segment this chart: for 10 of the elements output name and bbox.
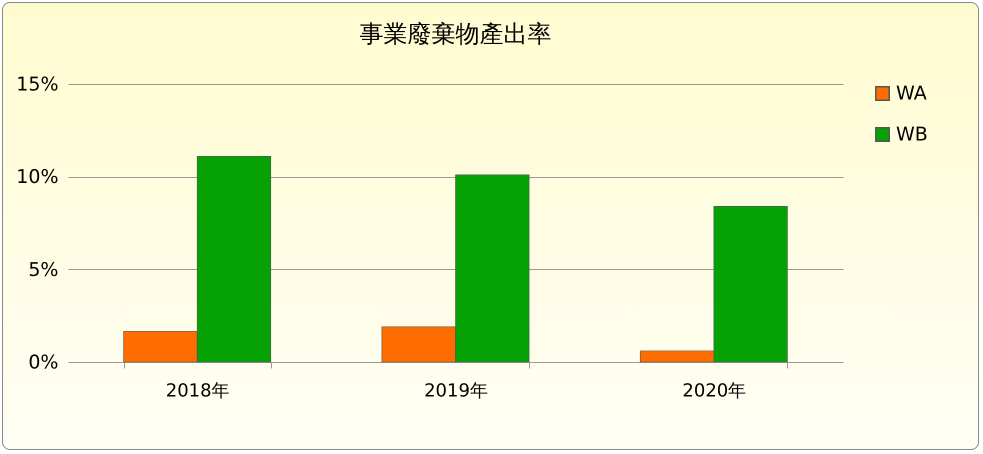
y-tick-label: 0% xyxy=(28,352,58,374)
x-tick-label: 2020年 xyxy=(682,380,746,402)
x-tick-label: 2019年 xyxy=(424,380,488,402)
y-tick-label: 10% xyxy=(16,166,58,188)
legend-label: WA xyxy=(896,82,927,104)
x-tick-label: 2018年 xyxy=(166,380,230,402)
legend-label: WB xyxy=(896,124,928,146)
chart-title: 事業廢棄物產出率 xyxy=(360,20,552,48)
y-tick-label: 15% xyxy=(16,74,58,96)
y-tick-label: 5% xyxy=(28,258,58,281)
